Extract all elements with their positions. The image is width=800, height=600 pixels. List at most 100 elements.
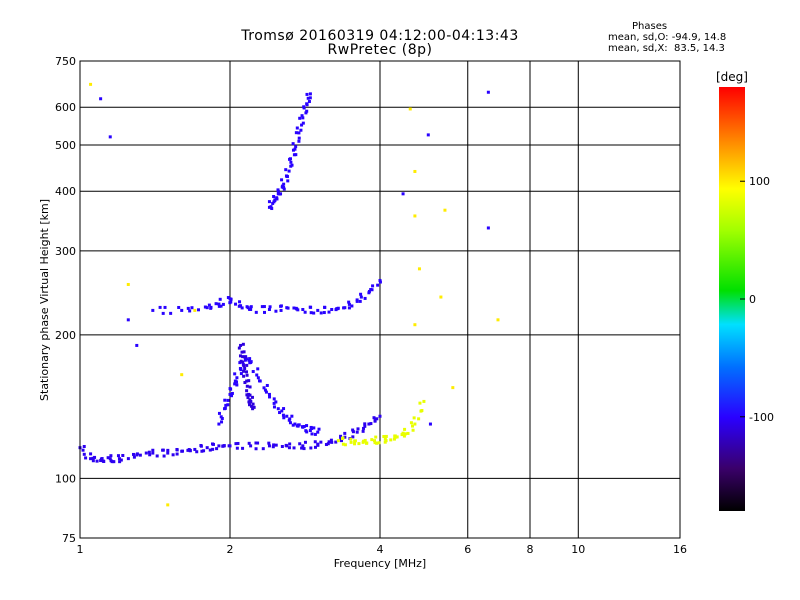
data-point <box>378 280 382 284</box>
data-point <box>288 421 292 425</box>
data-point <box>402 434 406 438</box>
data-point <box>126 457 130 461</box>
data-point <box>215 447 219 451</box>
data-point <box>126 318 130 322</box>
data-point <box>370 438 374 442</box>
data-point <box>217 304 221 308</box>
data-point <box>219 415 223 419</box>
data-point <box>169 311 173 315</box>
data-point <box>217 411 221 415</box>
data-point <box>117 457 121 461</box>
data-point <box>224 403 228 407</box>
data-point <box>249 399 253 403</box>
colorbar-label: [deg] <box>716 70 748 84</box>
data-point <box>271 201 275 205</box>
data-point <box>175 452 179 456</box>
data-point <box>245 373 249 377</box>
data-point <box>135 343 139 347</box>
data-point <box>255 373 259 377</box>
x-axis-label: Frequency [MHz] <box>334 557 426 570</box>
phases-info-x: mean, sd,X: 83.5, 14.3 <box>608 43 725 54</box>
data-point <box>347 306 351 310</box>
data-point <box>294 153 298 157</box>
data-point <box>112 460 116 464</box>
data-point <box>417 267 421 271</box>
data-point <box>148 453 152 457</box>
data-point <box>205 446 209 450</box>
data-point <box>298 116 302 120</box>
data-point <box>284 168 288 172</box>
data-point <box>410 424 414 428</box>
data-point <box>248 357 252 361</box>
data-point <box>144 451 148 455</box>
data-point <box>411 428 415 432</box>
colorbar-tick-label: 100 <box>749 175 770 188</box>
data-point <box>272 443 276 447</box>
data-point <box>274 309 278 313</box>
data-point <box>310 427 314 431</box>
data-point <box>151 308 155 312</box>
data-point <box>323 305 327 309</box>
data-point <box>155 454 159 458</box>
data-point <box>369 288 373 292</box>
data-point <box>439 295 443 299</box>
data-point <box>486 90 490 94</box>
data-point <box>412 416 416 420</box>
data-point <box>245 384 249 388</box>
data-point <box>177 305 181 309</box>
data-point <box>249 307 253 311</box>
data-point <box>280 409 284 413</box>
data-point <box>372 416 376 420</box>
data-point <box>316 430 320 434</box>
data-point <box>406 431 410 435</box>
data-point <box>327 310 331 314</box>
data-point <box>221 302 225 306</box>
data-point <box>166 448 170 452</box>
data-point <box>300 114 304 118</box>
data-point <box>349 440 353 444</box>
data-point <box>126 282 130 286</box>
data-point <box>228 392 232 396</box>
data-point <box>296 308 300 312</box>
data-point <box>422 399 426 403</box>
data-point <box>309 446 313 450</box>
data-point <box>351 430 355 434</box>
data-point <box>138 453 142 457</box>
data-point <box>202 449 206 453</box>
data-point <box>229 300 233 304</box>
data-point <box>256 367 260 371</box>
data-point <box>343 443 347 447</box>
data-point <box>308 92 312 96</box>
data-point <box>297 139 301 143</box>
data-point <box>235 446 239 450</box>
data-point <box>287 446 291 450</box>
data-point <box>276 188 280 192</box>
colorbar-tick-label: -100 <box>749 411 774 424</box>
data-point <box>375 417 379 421</box>
data-point <box>302 105 306 109</box>
data-point <box>222 444 226 448</box>
data-point <box>319 311 323 315</box>
data-point <box>263 388 267 392</box>
data-point <box>242 364 246 368</box>
data-point <box>288 417 292 421</box>
data-point <box>313 445 317 449</box>
data-point <box>413 422 417 426</box>
data-point <box>343 306 347 310</box>
data-point <box>300 123 304 127</box>
data-point <box>382 434 386 438</box>
data-point <box>451 386 455 390</box>
data-point <box>304 111 308 115</box>
data-point <box>241 355 245 359</box>
data-point <box>239 359 243 363</box>
y-tick-label: 75 <box>62 532 76 545</box>
data-point <box>210 442 214 446</box>
data-point <box>336 439 340 443</box>
data-point <box>245 393 249 397</box>
data-point <box>89 457 93 461</box>
data-point <box>256 376 260 380</box>
data-point <box>193 308 197 312</box>
data-point <box>116 454 120 458</box>
x-axis-ticks: 1 2 4 6 8 10 16 <box>77 543 688 556</box>
data-point <box>340 437 344 441</box>
